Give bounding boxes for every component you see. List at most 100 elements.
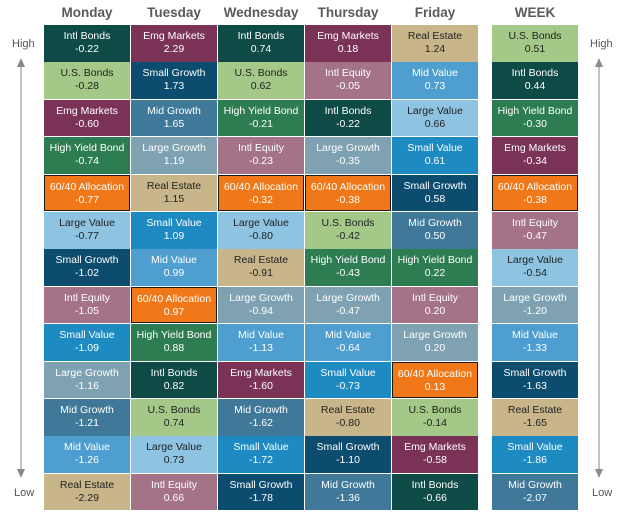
cell-tuesday-12: Large Value 0.73 <box>131 436 217 473</box>
return-value: -0.77 <box>75 230 99 242</box>
asset-label: High Yield Bond <box>397 254 473 267</box>
asset-label: Large Value <box>407 104 463 117</box>
cell-tuesday-2: Small Growth 1.73 <box>131 62 217 99</box>
cell-week-4: Emg Markets -0.34 <box>492 137 578 174</box>
asset-label: Intl Bonds <box>150 366 198 379</box>
column-header-tuesday: Tuesday <box>147 5 201 20</box>
return-value: 1.19 <box>163 155 185 168</box>
return-value: 0.20 <box>424 342 446 355</box>
return-value: -1.10 <box>336 454 360 467</box>
return-value: -0.22 <box>336 117 360 130</box>
return-value: -1.20 <box>523 304 547 317</box>
cell-monday-4: High Yield Bond -0.74 <box>44 137 130 174</box>
cell-friday-8: Intl Equity 0.20 <box>392 286 478 324</box>
return-value: 0.13 <box>424 380 446 393</box>
asset-label: Large Value <box>59 217 115 229</box>
return-value: 0.58 <box>424 192 446 205</box>
asset-label: Small Growth <box>316 441 380 454</box>
return-value: -0.47 <box>336 304 360 317</box>
cell-tuesday-10: Intl Bonds 0.82 <box>131 361 217 399</box>
return-value: -0.64 <box>336 342 360 355</box>
return-value: -1.05 <box>75 304 99 317</box>
asset-label: Small Growth <box>403 179 467 192</box>
asset-label: Mid Value <box>512 329 558 342</box>
return-value: 0.66 <box>424 117 446 130</box>
cell-monday-8: Intl Equity -1.05 <box>44 286 130 324</box>
return-value: -0.54 <box>523 267 547 280</box>
asset-label: 60/40 Allocation <box>397 367 473 380</box>
cell-tuesday-4: Large Growth 1.19 <box>131 137 217 174</box>
return-value: 0.88 <box>163 342 185 355</box>
asset-label: Emg Markets <box>56 104 118 117</box>
asset-label: Small Value <box>146 217 202 229</box>
cell-wednesday-9: Mid Value -1.13 <box>218 324 304 361</box>
return-value: -0.32 <box>249 193 273 206</box>
return-value: 0.82 <box>163 379 185 392</box>
column-header-wednesday: Wednesday <box>223 5 299 20</box>
return-value: 0.18 <box>337 43 359 55</box>
asset-label: Large Value <box>233 217 289 229</box>
cell-friday-3: Large Value 0.66 <box>392 99 478 137</box>
rank-axis-left <box>17 58 25 478</box>
cell-week-7: Large Value -0.54 <box>492 249 578 286</box>
asset-label: Mid Growth <box>508 478 562 491</box>
cell-monday-2: U.S. Bonds -0.28 <box>44 62 130 99</box>
asset-label: Real Estate <box>407 30 463 42</box>
return-value: -0.80 <box>336 417 360 429</box>
cell-friday-2: Mid Value 0.73 <box>392 62 478 99</box>
return-value: 1.65 <box>163 117 185 130</box>
cell-wednesday-2: U.S. Bonds 0.62 <box>218 62 304 99</box>
asset-label: Intl Equity <box>511 217 559 229</box>
return-value: -0.42 <box>336 230 360 242</box>
cell-monday-3: Emg Markets -0.60 <box>44 99 130 137</box>
cell-week-2: Intl Bonds 0.44 <box>492 62 578 99</box>
asset-label: Mid Growth <box>321 478 375 491</box>
asset-label: High Yield Bond <box>49 142 125 155</box>
return-value: -0.91 <box>249 267 273 280</box>
asset-label: Intl Bonds <box>63 30 111 42</box>
asset-label: Small Growth <box>142 67 206 80</box>
return-value: -1.16 <box>75 379 99 392</box>
asset-label: Mid Growth <box>60 404 114 416</box>
return-value: -0.38 <box>523 193 547 206</box>
cell-thursday-12: Small Growth -1.10 <box>305 436 391 473</box>
column-header-monday: Monday <box>61 5 113 20</box>
cell-monday-10: Large Growth -1.16 <box>44 361 130 399</box>
asset-label: 60/40 Allocation <box>223 180 299 193</box>
cell-wednesday-11: Mid Growth -1.62 <box>218 399 304 436</box>
cell-friday-7: High Yield Bond 0.22 <box>392 249 478 286</box>
cell-tuesday-13: Intl Equity 0.66 <box>131 473 217 511</box>
cell-week-9: Mid Value -1.33 <box>492 324 578 361</box>
return-value: -1.60 <box>249 379 273 392</box>
return-value: -1.02 <box>75 267 99 280</box>
cell-week-6: Intl Equity -0.47 <box>492 212 578 249</box>
cell-wednesday-6: Large Value -0.80 <box>218 212 304 249</box>
return-value: -1.62 <box>249 417 273 429</box>
return-value: 0.50 <box>424 230 446 242</box>
cell-wednesday-10: Emg Markets -1.60 <box>218 361 304 399</box>
cell-wednesday-4: Intl Equity -0.23 <box>218 137 304 174</box>
return-value: 0.74 <box>250 43 272 55</box>
return-value: -1.33 <box>523 342 547 355</box>
asset-label: Intl Equity <box>237 142 285 155</box>
return-value: -0.21 <box>249 117 273 130</box>
asset-label: Small Value <box>407 142 463 155</box>
return-value: 2.29 <box>163 43 185 55</box>
cell-tuesday-3: Mid Growth 1.65 <box>131 99 217 137</box>
return-value: -0.14 <box>423 417 447 429</box>
asset-label: Emg Markets <box>230 366 292 379</box>
asset-label: Large Growth <box>316 142 380 155</box>
return-value: -0.80 <box>249 230 273 242</box>
low-label-left: Low <box>14 487 35 499</box>
asset-label: 60/40 Allocation <box>310 180 386 193</box>
asset-label: U.S. Bonds <box>234 67 288 80</box>
return-value: -1.72 <box>249 454 273 467</box>
asset-label: U.S. Bonds <box>408 404 462 416</box>
cell-monday-6: Large Value -0.77 <box>44 212 130 249</box>
return-value: -0.60 <box>75 117 99 130</box>
asset-label: 60/40 Allocation <box>136 292 212 305</box>
column-header-friday: Friday <box>414 5 456 20</box>
return-value: 1.09 <box>163 230 185 242</box>
asset-label: Large Growth <box>503 291 567 304</box>
return-value: 0.44 <box>524 80 546 93</box>
